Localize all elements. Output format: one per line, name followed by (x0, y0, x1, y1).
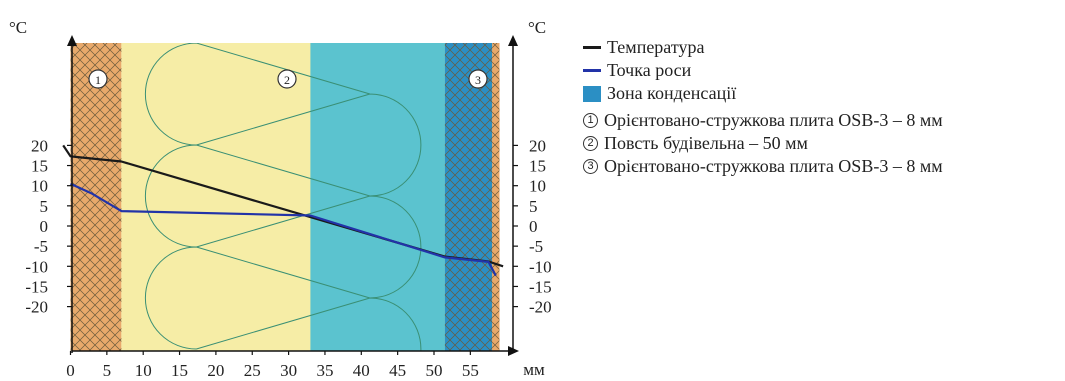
y-tick-label-left: 15 (31, 157, 48, 176)
y-tick-label-right: 0 (529, 217, 538, 236)
layer-3-hatch (444, 43, 493, 351)
y-unit-right: °C (528, 18, 546, 37)
y-tick-label-left: -10 (25, 257, 48, 276)
legend-item-layer-1: 1 Орієнтовано-стружкова плита OSB-3 – 8 … (583, 109, 943, 132)
x-tick-label: 0 (66, 361, 75, 380)
layer-1-number-icon: 1 (583, 113, 598, 128)
x-tick-label: 25 (244, 361, 261, 380)
x-axis-arrow-icon (508, 346, 519, 356)
dew-point-line (70, 182, 497, 277)
y-tick-label-right: -10 (529, 257, 552, 276)
y-tick-label-right: -5 (529, 237, 543, 256)
y-tick-label-right: 5 (529, 197, 538, 216)
layer-edge-hatch (492, 43, 500, 351)
y-tick-label-left: 5 (40, 197, 49, 216)
y-tick-label-left: 10 (31, 177, 48, 196)
material-layers (70, 43, 500, 351)
x-tick-label: 45 (389, 361, 406, 380)
legend-label-layer-1: Орієнтовано-стружкова плита OSB-3 – 8 мм (604, 110, 943, 130)
layer-1-marker-label: 1 (95, 73, 101, 87)
y-tick-label-left: -5 (34, 237, 48, 256)
right-axis-arrow-icon (508, 35, 518, 46)
x-tick-label: 20 (207, 361, 224, 380)
x-tick-label: 15 (171, 361, 188, 380)
legend-label-layer-2: Повсть будівельна – 50 мм (604, 133, 808, 153)
insulation-fiber-pattern (144, 43, 422, 351)
y-tick-label-left: 20 (31, 136, 48, 155)
x-tick-label: 50 (426, 361, 443, 380)
legend-label-condensation: Зона конденсації (607, 83, 737, 103)
y-tick-label-right: -15 (529, 277, 552, 296)
legend-item-layer-2: 2 Повсть будівельна – 50 мм (583, 132, 943, 155)
y-tick-label-left: -20 (25, 298, 48, 317)
layer-2-marker-label: 2 (284, 73, 290, 87)
y-tick-label-left: 0 (40, 217, 49, 236)
y-tick-label-right: -20 (529, 298, 552, 317)
x-tick-label: 30 (280, 361, 297, 380)
legend-item-condensation: Зона конденсації (583, 82, 943, 105)
left-axis-arrow-icon (67, 35, 77, 46)
condensation-swatch (583, 85, 601, 102)
y-unit-left: °C (9, 18, 27, 37)
layer-2-number-icon: 2 (583, 136, 598, 151)
layer-2-marker-icon (277, 69, 297, 89)
layer-1-marker-icon (88, 69, 108, 89)
legend-label-temperature: Температура (607, 37, 705, 57)
y-tick-label-right: 20 (529, 136, 546, 155)
x-tick-label: 40 (353, 361, 370, 380)
legend-item-dew-point: Точка роси (583, 59, 943, 82)
legend-item-temperature: Температура (583, 36, 943, 59)
dew-point-swatch (583, 69, 601, 72)
x-unit: мм (523, 360, 545, 379)
x-tick-label: 35 (316, 361, 333, 380)
layer-3-marker-icon (468, 69, 488, 89)
y-tick-label-right: 15 (529, 157, 546, 176)
legend-label-layer-3: Орієнтовано-стружкова плита OSB-3 – 8 мм (604, 156, 943, 176)
layer-3-marker-label: 3 (475, 73, 481, 87)
y-tick-label-right: 10 (529, 177, 546, 196)
x-tick-label: 5 (103, 361, 112, 380)
temperature-swatch (583, 46, 601, 49)
legend-label-dew-point: Точка роси (607, 60, 692, 80)
legend-item-layer-3: 3 Орієнтовано-стружкова плита OSB-3 – 8 … (583, 155, 943, 178)
legend: Температура Точка роси Зона конденсації … (583, 36, 943, 178)
chart-axes (67, 35, 519, 356)
fiber-lines (144, 43, 422, 351)
x-tick-label: 10 (135, 361, 152, 380)
x-tick-label: 55 (462, 361, 479, 380)
y-tick-label-left: -15 (25, 277, 48, 296)
layer-3-number-icon: 3 (583, 159, 598, 174)
